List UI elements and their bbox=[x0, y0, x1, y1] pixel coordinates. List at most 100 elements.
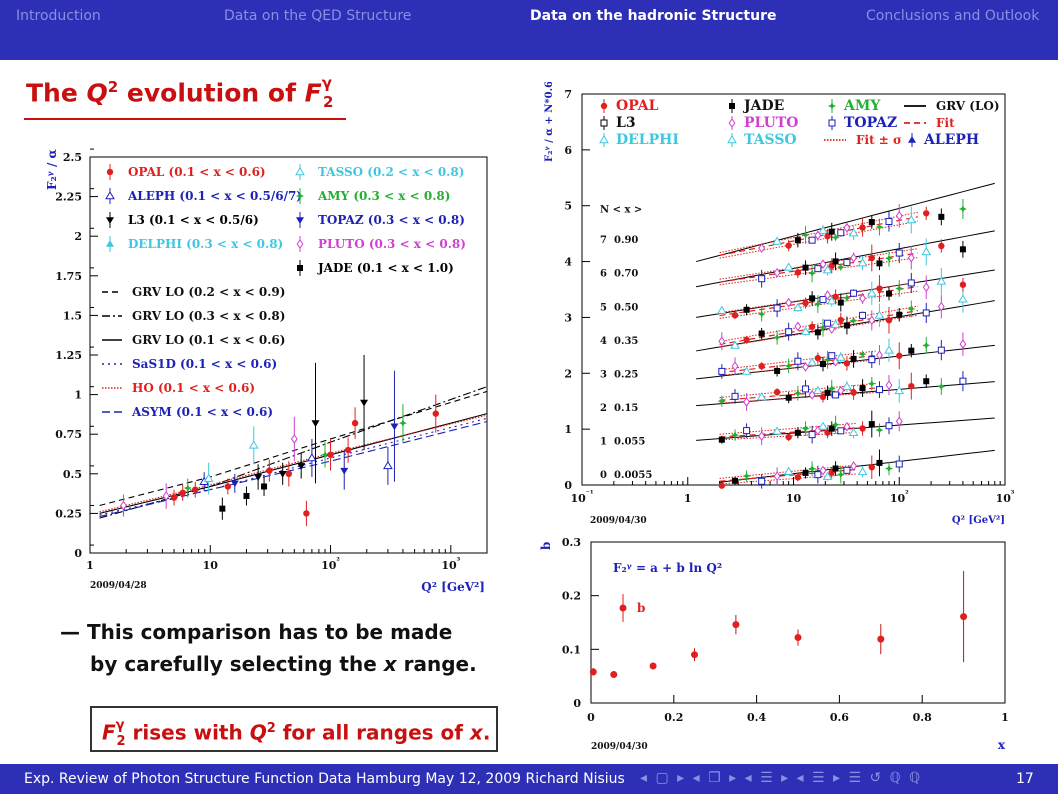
x-tick-label: 10⁻¹ bbox=[570, 488, 593, 505]
data-point bbox=[850, 389, 857, 396]
grv-curve bbox=[695, 182, 995, 263]
data-point bbox=[758, 275, 766, 283]
slide-navigation-controls[interactable]: ◂ ▢ ▸ ◂ ❐ ▸ ◂ ☰ ▸ ◂ ☰ ▸ ☰ ↺ ℚ ℚ bbox=[640, 770, 923, 786]
legend-label: TASSO bbox=[744, 132, 797, 148]
nx-x: 0.50 bbox=[614, 302, 638, 313]
legend-label: ALEPH (0.1 < x < 0.5/6/7) bbox=[127, 189, 302, 203]
data-point bbox=[859, 425, 866, 432]
data-point bbox=[868, 356, 876, 364]
fit-band-upper bbox=[719, 305, 918, 343]
data-point bbox=[875, 386, 883, 394]
theory-curve bbox=[99, 417, 488, 516]
data-point bbox=[774, 367, 781, 374]
data-point bbox=[802, 264, 809, 271]
x-tick-label: 0.2 bbox=[664, 711, 683, 724]
data-point bbox=[875, 426, 884, 435]
data-point bbox=[773, 333, 782, 342]
data-point bbox=[718, 482, 726, 489]
y-tick-label: 0 bbox=[564, 479, 572, 492]
data-point bbox=[772, 236, 782, 245]
data-point bbox=[285, 470, 293, 477]
x-tick-label: 0.6 bbox=[830, 711, 849, 724]
data-point bbox=[243, 492, 250, 499]
theory-curve bbox=[99, 414, 488, 513]
data-point bbox=[794, 357, 802, 365]
date-label: 2009/04/28 bbox=[90, 581, 147, 591]
nx-n: 6 bbox=[600, 269, 607, 280]
x-tick-label: 10² bbox=[321, 555, 340, 572]
y-tick-label: 0.75 bbox=[55, 428, 82, 441]
legend-label: ASYM (0.1 < x < 0.6) bbox=[131, 405, 273, 419]
grv-curve bbox=[696, 230, 995, 288]
nx-n: 0 bbox=[600, 470, 607, 481]
data-point bbox=[876, 260, 883, 267]
legend-marker bbox=[828, 119, 836, 127]
right-slope-b-chart: 0 0.1 0.2 0.3 0 0.2 0.4 0.6 0.8 1 b x 2009/04/30 F₂ᵞ … bbox=[539, 536, 1009, 752]
data-point bbox=[794, 634, 802, 642]
data-point bbox=[807, 357, 817, 366]
nav-hadronic-structure[interactable]: Data on the hadronic Structure bbox=[530, 8, 777, 24]
data-point bbox=[327, 451, 334, 458]
nx-x: 0.25 bbox=[614, 369, 638, 380]
nav-qed-structure[interactable]: Data on the QED Structure bbox=[224, 8, 412, 24]
data-point bbox=[828, 352, 836, 360]
data-point bbox=[307, 452, 317, 462]
data-point bbox=[859, 385, 866, 392]
data-point bbox=[960, 613, 968, 621]
data-point bbox=[818, 421, 828, 430]
data-point bbox=[321, 450, 330, 459]
nx-n: 5 bbox=[600, 302, 607, 313]
data-point bbox=[828, 228, 835, 235]
legend-label: GRV LO (0.2 < x < 0.9) bbox=[132, 285, 285, 299]
x-axis-label: Q² [GeV²] bbox=[421, 580, 485, 594]
fit-line bbox=[719, 354, 876, 374]
fit-line bbox=[719, 310, 918, 345]
data-point bbox=[808, 323, 816, 330]
legend-label: Fit bbox=[936, 116, 955, 130]
data-point bbox=[731, 311, 739, 319]
data-point bbox=[859, 311, 867, 319]
data-point bbox=[773, 388, 781, 396]
data-point bbox=[895, 460, 903, 468]
data-point bbox=[802, 385, 810, 393]
legend-label: TOPAZ bbox=[844, 115, 897, 131]
data-point bbox=[828, 425, 835, 432]
fit-line bbox=[719, 387, 876, 401]
nav-conclusions[interactable]: Conclusions and Outlook bbox=[866, 8, 1040, 24]
data-point bbox=[793, 389, 802, 398]
data-point bbox=[867, 379, 876, 388]
page-number: 17 bbox=[1016, 771, 1034, 787]
data-point bbox=[742, 472, 751, 481]
nav-introduction[interactable]: Introduction bbox=[16, 8, 101, 24]
data-point bbox=[850, 461, 857, 471]
y-tick-label: 0 bbox=[573, 697, 581, 710]
data-point bbox=[824, 389, 831, 396]
nx-x: 0.35 bbox=[614, 336, 638, 347]
data-point bbox=[837, 316, 844, 324]
x-tick-label: 10³ bbox=[441, 555, 460, 572]
data-point bbox=[785, 394, 792, 401]
data-point bbox=[908, 382, 915, 390]
data-point bbox=[819, 465, 827, 476]
data-point bbox=[837, 229, 845, 237]
data-point bbox=[801, 424, 810, 433]
fit-line bbox=[719, 286, 918, 317]
data-point bbox=[923, 210, 930, 217]
legend-label: ALEPH bbox=[923, 132, 979, 148]
data-point bbox=[290, 434, 298, 444]
data-point bbox=[814, 329, 821, 336]
legend-marker bbox=[106, 217, 114, 224]
date-label: 2009/04/30 bbox=[590, 516, 647, 526]
data-point bbox=[773, 471, 781, 482]
y-tick-label: 1.75 bbox=[55, 270, 82, 283]
data-point bbox=[808, 464, 817, 473]
data-point bbox=[794, 429, 801, 436]
nx-n: 1 bbox=[600, 436, 607, 447]
data-point bbox=[836, 263, 845, 272]
data-point bbox=[843, 322, 850, 329]
data-point bbox=[895, 284, 904, 293]
data-point bbox=[843, 421, 851, 432]
fit-band-lower bbox=[719, 431, 858, 441]
data-point bbox=[120, 500, 127, 511]
